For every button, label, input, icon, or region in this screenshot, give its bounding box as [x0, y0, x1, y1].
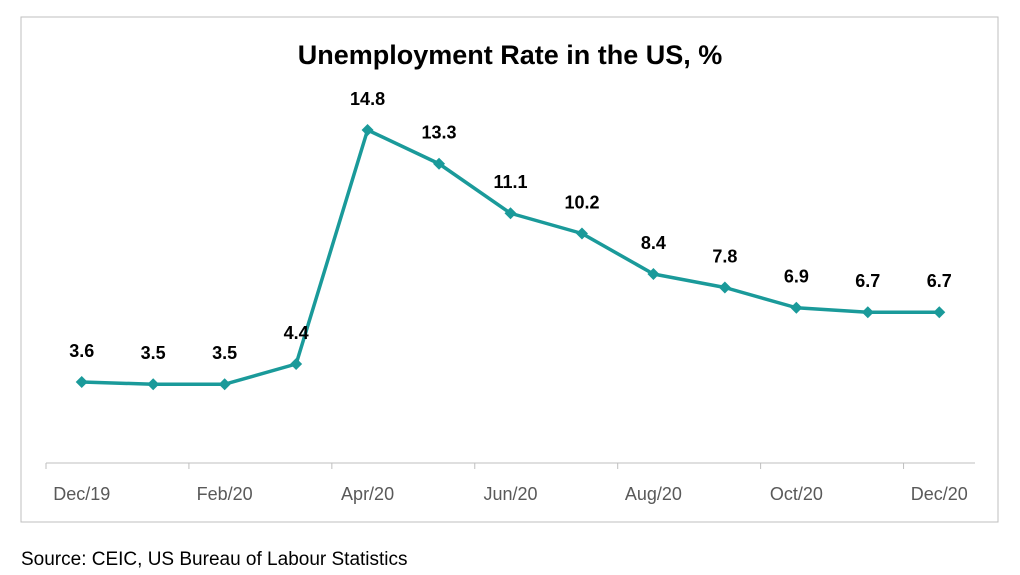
x-tick-label: Apr/20: [341, 484, 394, 504]
x-tick-label: Jun/20: [483, 484, 537, 504]
chart-title: Unemployment Rate in the US, %: [298, 40, 723, 70]
data-point: [361, 124, 374, 136]
chart-frame: [20, 16, 999, 523]
data-label: 3.5: [141, 343, 166, 363]
data-label: 6.9: [784, 267, 809, 287]
data-point: [218, 378, 231, 391]
data-label: 4.4: [284, 323, 309, 343]
data-point: [647, 268, 660, 280]
plot-area: Dec/19 Feb/20 Apr/20 Jun/20 Aug/20 Oct/20 Dec/…: [45, 89, 975, 504]
data-label: 3.5: [212, 343, 237, 363]
data-label: 14.8: [350, 89, 385, 109]
data-point: [575, 227, 588, 240]
data-point: [861, 306, 874, 319]
data-label: 6.7: [855, 271, 880, 291]
data-label: 11.1: [493, 172, 527, 192]
data-point: [433, 157, 446, 170]
data-point: [290, 358, 303, 370]
x-tick-label: Oct/20: [770, 484, 823, 504]
data-point: [718, 281, 731, 294]
data-label: 6.7: [927, 271, 952, 291]
data-point: [790, 301, 803, 314]
source-note: Source: CEIC, US Bureau of Labour Statis…: [21, 549, 408, 570]
data-point: [75, 376, 88, 388]
x-tick-label: Feb/20: [197, 484, 253, 504]
x-tick-label: Dec/19: [53, 484, 110, 504]
data-label: 3.6: [69, 341, 94, 361]
data-label: 7.8: [712, 246, 737, 266]
x-tick-label: Aug/20: [625, 484, 682, 504]
data-point: [504, 207, 517, 220]
data-label: 13.3: [422, 123, 457, 143]
data-label: 8.4: [641, 233, 666, 253]
data-point: [933, 306, 946, 319]
data-label: 10.2: [564, 192, 599, 212]
x-tick-label: Dec/20: [911, 484, 968, 504]
data-point: [147, 378, 160, 391]
